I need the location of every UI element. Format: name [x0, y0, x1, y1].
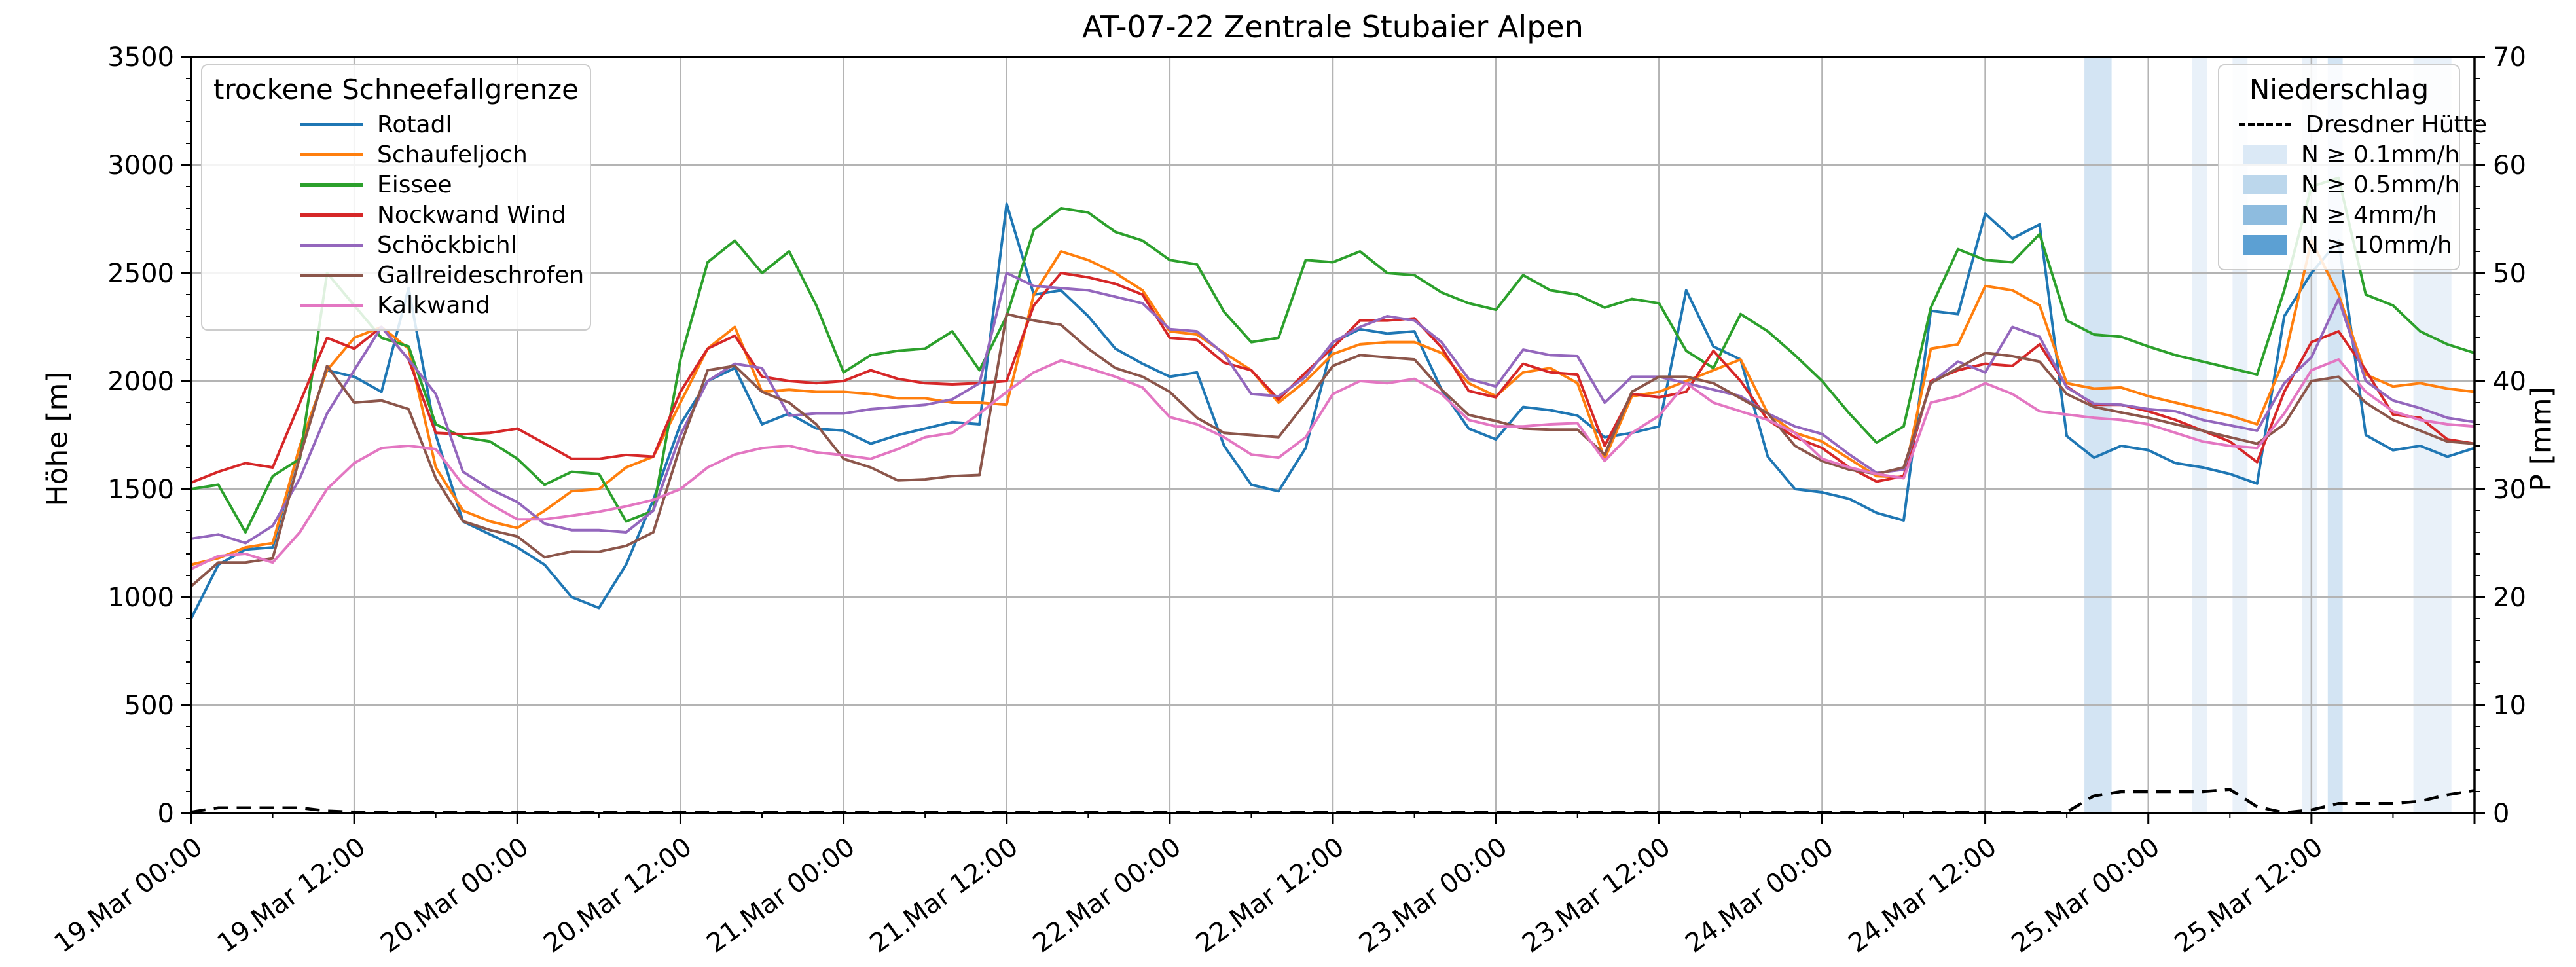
legend-label: Schöckbichl — [377, 231, 517, 259]
legend-precipitation-title: Niederschlag — [2249, 73, 2429, 105]
y-tick-label-right: 40 — [2493, 367, 2526, 397]
y-tick-label-right: 20 — [2493, 583, 2526, 613]
y-tick-label-right: 50 — [2493, 259, 2526, 289]
legend-snowline: trockene Schneefallgrenze Rotadl Schaufe… — [201, 64, 591, 331]
nockwand-wind-line-swatch — [300, 213, 363, 217]
schaufeljoch-line-swatch — [300, 153, 363, 156]
n05-patch-swatch — [2243, 175, 2287, 194]
legend-label: Gallreideschrofen — [377, 261, 585, 289]
precip-band — [2192, 57, 2207, 813]
x-tick-label: 20.Mar 12:00 — [538, 831, 697, 958]
legend-snowline-title: trockene Schneefallgrenze — [213, 73, 579, 105]
legend-entry-dresdner-huette: Dresdner Hütte — [2219, 109, 2487, 139]
x-tick-label: 21.Mar 12:00 — [864, 831, 1023, 958]
y-tick-label-left: 1500 — [107, 475, 174, 505]
x-tick-label: 23.Mar 00:00 — [1354, 831, 1513, 958]
legend-entry-n01: N ≥ 0.1mm/h — [2219, 139, 2459, 170]
x-tick-label: 22.Mar 00:00 — [1028, 831, 1187, 958]
legend-label: N ≥ 4mm/h — [2301, 201, 2437, 228]
x-tick-label: 19.Mar 00:00 — [49, 831, 208, 958]
legend-label: Dresdner Hütte — [2306, 111, 2487, 138]
legend-label: Nockwand Wind — [377, 201, 566, 228]
legend-label: Rotadl — [377, 111, 452, 138]
x-tick-label: 19.Mar 12:00 — [212, 831, 371, 958]
y-tick-label-right: 70 — [2493, 43, 2526, 73]
legend-label: N ≥ 10mm/h — [2301, 231, 2452, 259]
legend-label: Schaufeljoch — [377, 141, 528, 168]
legend-entry-schaufeljoch: Schaufeljoch — [202, 139, 590, 170]
series-dresdner-huette — [190, 788, 2475, 814]
legend-entry-kalkwand: Kalkwand — [202, 290, 590, 320]
y-tick-label-right: 30 — [2493, 475, 2526, 505]
n4-patch-swatch — [2243, 205, 2287, 225]
legend-label: N ≥ 0.1mm/h — [2301, 141, 2460, 168]
legend-entry-eissee: Eissee — [202, 170, 590, 200]
y-tick-label-left: 1000 — [107, 583, 174, 613]
precip-band — [2084, 57, 2112, 813]
n01-patch-swatch — [2243, 145, 2287, 164]
legend-entry-n10: N ≥ 10mm/h — [2219, 230, 2459, 260]
x-tick-label: 23.Mar 12:00 — [1517, 831, 1676, 958]
legend-entry-schoeckbichl: Schöckbichl — [202, 230, 590, 260]
x-tick-label: 25.Mar 00:00 — [2006, 831, 2165, 958]
series-kalkwand — [190, 358, 2475, 570]
legend-precipitation: Niederschlag Dresdner Hütte N ≥ 0.1mm/h … — [2218, 64, 2487, 270]
y-tick-label-left: 2000 — [107, 367, 174, 397]
legend-entry-nockwand-wind: Nockwand Wind — [202, 200, 590, 230]
x-tick-label: 24.Mar 12:00 — [1843, 831, 2002, 958]
rotadl-line-swatch — [300, 122, 363, 126]
n10-patch-swatch — [2243, 235, 2287, 255]
series-schöckbichl — [190, 272, 2475, 545]
legend-label: N ≥ 0.5mm/h — [2301, 171, 2460, 198]
y-axis-label-left: Höhe [m] — [41, 371, 75, 507]
legend-entry-rotadl: Rotadl — [202, 109, 590, 139]
y-tick-label-right: 0 — [2493, 799, 2509, 829]
y-tick-label-right: 10 — [2493, 691, 2526, 721]
eissee-line-swatch — [300, 183, 363, 187]
y-tick-label-left: 0 — [158, 799, 174, 829]
schoeckbichl-line-swatch — [300, 243, 363, 247]
y-tick-label-left: 3000 — [107, 151, 174, 181]
x-tick-label: 22.Mar 12:00 — [1191, 831, 1350, 958]
y-tick-label-left: 3500 — [107, 43, 174, 73]
chart-title: AT-07-22 Zentrale Stubaier Alpen — [1082, 9, 1584, 45]
legend-entry-gallreideschrofen: Gallreideschrofen — [202, 260, 590, 290]
series-eissee — [190, 176, 2475, 534]
legend-entry-n4: N ≥ 4mm/h — [2219, 200, 2459, 230]
y-tick-label-left: 2500 — [107, 259, 174, 289]
series-gallreideschrofen — [190, 312, 2475, 588]
x-tick-label: 25.Mar 12:00 — [2169, 831, 2329, 958]
y-tick-label-right: 60 — [2493, 151, 2526, 181]
legend-label: Eissee — [377, 171, 452, 198]
legend-label: Kalkwand — [377, 291, 491, 319]
gallreideschrofen-line-swatch — [300, 273, 363, 277]
x-tick-label: 20.Mar 00:00 — [375, 831, 534, 958]
dashed-line-swatch — [2239, 122, 2291, 126]
y-tick-label-left: 500 — [124, 691, 174, 721]
series-schaufeljoch — [190, 239, 2475, 566]
legend-entry-n05: N ≥ 0.5mm/h — [2219, 170, 2459, 200]
x-tick-label: 24.Mar 00:00 — [1680, 831, 1839, 958]
kalkwand-line-swatch — [300, 303, 363, 307]
y-axis-label-right: P [mm] — [2524, 386, 2558, 492]
x-tick-label: 21.Mar 00:00 — [701, 831, 860, 958]
